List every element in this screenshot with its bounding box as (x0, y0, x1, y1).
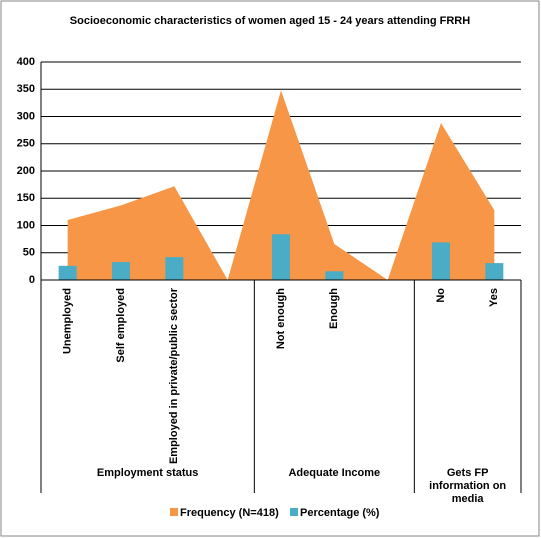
bar (272, 234, 290, 280)
y-tick-label: 250 (17, 138, 35, 150)
legend-swatch (290, 508, 298, 516)
x-tick-label: Not enough (275, 288, 287, 349)
chart-title: Socioeconomic characteristics of women a… (69, 15, 471, 27)
bar (58, 265, 77, 280)
x-tick-label: Employed in private/public sector (168, 287, 180, 464)
x-tick-label: Unemployed (62, 288, 74, 354)
y-tick-label: 150 (17, 192, 35, 204)
legend-label: Percentage (%) (300, 507, 380, 519)
x-tick-label: Self employed (115, 288, 127, 363)
bar (432, 242, 450, 280)
y-tick-label: 300 (17, 110, 35, 122)
y-tick-label: 350 (17, 83, 35, 95)
y-tick-label: 100 (17, 219, 35, 231)
x-tick-label: Yes (488, 288, 500, 307)
y-tick-label: 0 (29, 274, 35, 286)
y-tick-label: 400 (17, 56, 35, 68)
y-tick-label: 50 (23, 247, 35, 259)
group-label: Employment status (96, 467, 199, 479)
x-tick-label: No (435, 288, 447, 303)
group-label: Adequate Income (288, 467, 381, 479)
legend-label: Frequency (N=418) (180, 507, 279, 519)
bar (165, 257, 184, 280)
legend-swatch (170, 508, 178, 516)
bar (485, 263, 504, 280)
y-tick-label: 200 (17, 165, 35, 177)
bar (112, 262, 130, 280)
bar (325, 271, 344, 280)
area (67, 90, 495, 280)
x-tick-label: Enough (328, 288, 340, 329)
group-label: Gets FP information on media (429, 467, 507, 505)
